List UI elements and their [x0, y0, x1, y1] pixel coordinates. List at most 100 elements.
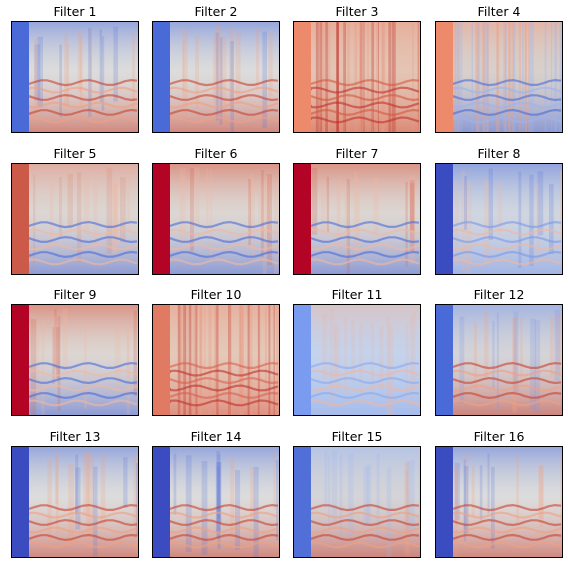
heatmap-frame: [152, 163, 280, 275]
heatmap-band: [451, 361, 562, 370]
heatmap-streak: [55, 450, 59, 505]
heatmap-streak: [258, 304, 261, 416]
heatmap-streak: [83, 175, 90, 235]
panel-title: Filter 8: [477, 146, 521, 161]
heatmap-streak: [57, 316, 61, 412]
heatmap-streak: [181, 304, 184, 416]
heatmap-streak: [250, 173, 253, 233]
heatmap-streak: [478, 21, 481, 133]
heatmap-band: [168, 86, 279, 94]
heatmap-streak: [261, 170, 264, 258]
heatmap-band: [168, 384, 279, 392]
heatmap-streak: [273, 450, 276, 510]
heatmap-streak: [179, 304, 182, 416]
heatmap-streak: [555, 313, 562, 374]
heatmap-streak: [215, 304, 218, 416]
heatmap-streak: [185, 304, 188, 416]
heatmap-streak: [183, 304, 186, 416]
heatmap-band: [168, 101, 279, 109]
panel-title: Filter 6: [194, 146, 238, 161]
heatmap-streak: [113, 184, 118, 253]
heatmap-streak: [126, 323, 130, 416]
heatmap-streak: [409, 183, 415, 251]
heatmap-streak: [411, 459, 415, 531]
heatmap-svg: [152, 446, 280, 558]
heatmap-band: [309, 108, 420, 117]
heatmap-streak: [126, 327, 130, 383]
heatmap-streak: [338, 175, 341, 241]
heatmap-streak: [238, 304, 242, 416]
heatmap-panel: [152, 21, 280, 133]
heatmap-streak: [530, 318, 536, 410]
heatmap-streak: [68, 464, 75, 546]
heatmap-streak: [182, 30, 188, 118]
heatmap-panel: [152, 163, 280, 275]
heatmap-band: [168, 399, 279, 407]
heatmap-panel: [293, 304, 421, 416]
heatmap-band: [309, 384, 420, 392]
heatmap-streak: [33, 175, 36, 269]
heatmap-band: [27, 376, 138, 385]
heatmap-left-band: [293, 21, 311, 133]
heatmap-streak: [258, 185, 264, 238]
heatmap-streak: [75, 454, 79, 515]
heatmap-streak: [177, 304, 181, 416]
heatmap-streak: [460, 21, 463, 133]
heatmap-band: [309, 399, 420, 407]
heatmap-streak: [504, 21, 507, 133]
heatmap-band: [451, 78, 562, 87]
heatmap-svg: [293, 163, 421, 275]
heatmap-streak: [228, 304, 231, 416]
heatmap-band: [451, 258, 562, 266]
heatmap-streak: [359, 21, 363, 133]
heatmap-streak: [344, 314, 347, 397]
heatmap-streak: [241, 304, 244, 416]
heatmap-band: [168, 526, 279, 534]
heatmap-band: [309, 228, 420, 236]
panel-title: Filter 4: [477, 4, 521, 19]
heatmap-streak: [454, 462, 460, 520]
heatmap-streak: [204, 304, 206, 416]
heatmap-streak: [479, 465, 483, 520]
heatmap-left-band: [152, 21, 170, 133]
heatmap-streak: [179, 304, 181, 416]
heatmap-streak: [518, 21, 520, 133]
heatmap-band: [27, 86, 138, 94]
panel-title: Filter 13: [49, 429, 101, 444]
heatmap-panel: [152, 446, 280, 558]
heatmap-band: [309, 86, 420, 94]
heatmap-band: [168, 108, 279, 117]
heatmap-streak: [497, 182, 503, 236]
heatmap-svg: [152, 304, 280, 416]
heatmap-streak: [84, 321, 87, 410]
heatmap-streak: [554, 309, 561, 381]
heatmap-band: [451, 93, 562, 102]
heatmap-left-band: [11, 21, 29, 133]
heatmap-left-band: [435, 304, 453, 416]
heatmap-band: [27, 511, 138, 519]
heatmap-streak: [126, 169, 130, 231]
heatmap-band: [309, 376, 420, 385]
heatmap-streak: [216, 450, 220, 538]
heatmap-band: [168, 220, 279, 229]
heatmap-svg: [152, 163, 280, 275]
heatmap-band: [309, 235, 420, 244]
heatmap-band: [309, 361, 420, 370]
heatmap-streak: [347, 21, 350, 133]
heatmap-streak: [188, 304, 192, 416]
heatmap-streak: [536, 182, 540, 261]
heatmap-streak: [257, 304, 260, 416]
heatmap-streak: [379, 326, 384, 390]
heatmap-streak: [50, 183, 54, 250]
heatmap-streak: [113, 173, 116, 246]
heatmap-streak: [343, 21, 345, 133]
heatmap-streak: [382, 21, 385, 133]
heatmap-streak: [217, 454, 221, 549]
heatmap-streak: [53, 316, 56, 385]
heatmap-band: [168, 258, 279, 266]
heatmap-streak: [99, 29, 102, 102]
heatmap-streak: [106, 167, 113, 254]
heatmap-streak: [41, 319, 45, 416]
heatmap-streak: [132, 33, 135, 111]
heatmap-svg: [435, 163, 563, 275]
